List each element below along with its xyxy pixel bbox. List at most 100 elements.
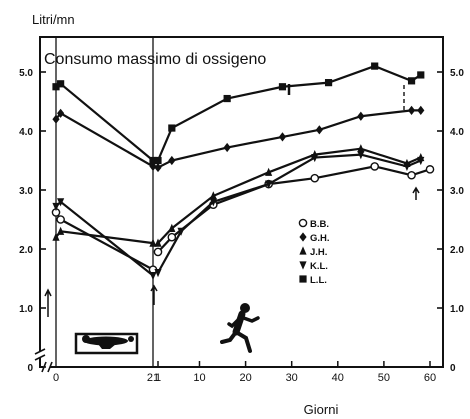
y-tick-label-left: 2.0 <box>19 245 33 256</box>
series-line-training <box>157 165 431 253</box>
data-point <box>278 83 287 91</box>
y-tick-label-right: 5.0 <box>450 68 464 79</box>
data-point <box>177 227 185 236</box>
y-tick-label-left: 5.0 <box>19 68 33 79</box>
data-point <box>52 202 60 212</box>
series-line-bed-rest <box>55 200 154 277</box>
data-point <box>52 114 60 124</box>
legend-item: B.B. <box>298 218 329 230</box>
y-tick-label-right: 3.0 <box>450 186 464 197</box>
bed-rest-icon <box>74 332 139 355</box>
data-point <box>407 77 416 85</box>
phase-separators <box>44 37 420 367</box>
runner-icon <box>220 303 260 353</box>
data-point <box>265 167 273 176</box>
data-point <box>56 215 65 224</box>
data-point <box>311 153 319 163</box>
y-tick-label-left: 3.0 <box>19 186 33 197</box>
series-gh <box>52 105 425 173</box>
arrow-bed-rest <box>150 284 158 305</box>
legend-label: L.L. <box>310 275 327 286</box>
y-tick-label-right: 0 <box>450 363 456 374</box>
data-point <box>57 226 65 235</box>
data-point <box>407 105 416 115</box>
series-line-training <box>157 109 421 169</box>
data-point <box>357 111 365 121</box>
y-ticks-left: 0 1.0 2.0 3.0 4.0 5.0 <box>19 68 46 374</box>
y-tick-label-right: 1.0 <box>450 304 464 315</box>
data-point <box>149 161 157 171</box>
data-point <box>299 275 307 283</box>
data-point <box>310 173 320 183</box>
data-point <box>223 142 231 153</box>
y-axis-label: Litri/mn <box>32 12 75 27</box>
data-point <box>407 170 416 180</box>
x-ticks: 0 211 10 20 30 40 50 60 <box>53 361 436 384</box>
legend-item: L.L. <box>299 275 327 286</box>
series-ll <box>52 62 425 165</box>
legend-label: G.H. <box>310 233 330 244</box>
data-point <box>357 144 365 153</box>
series-line-bed-rest <box>55 82 154 162</box>
y-tick-label-left: 4.0 <box>19 127 33 138</box>
data-point <box>324 79 333 87</box>
data-point <box>167 232 177 242</box>
data-point <box>403 162 411 171</box>
x-tick-label: 60 <box>424 372 436 384</box>
data-point <box>315 125 323 135</box>
data-point <box>57 80 65 88</box>
chart-title: Consumo massimo di ossigeno <box>44 51 266 68</box>
data-point <box>149 238 157 247</box>
data-point <box>425 165 435 174</box>
data-point <box>52 232 60 241</box>
data-point <box>168 124 176 132</box>
data-point <box>299 261 307 270</box>
y-tick-label-left: 0 <box>27 363 33 374</box>
x-tick-label: 1 <box>155 372 161 384</box>
y-tick-label-left: 1.0 <box>19 304 33 315</box>
data-point <box>265 180 273 189</box>
series-kl <box>52 151 425 281</box>
x-tick-label: 0 <box>53 372 59 384</box>
data-point <box>299 246 307 255</box>
data-point <box>417 156 425 166</box>
x-tick-label: 21 <box>147 372 159 384</box>
data-point <box>299 232 307 242</box>
series-bb <box>51 162 435 274</box>
data-point <box>154 162 162 173</box>
legend-item: K.L. <box>299 261 328 272</box>
data-point <box>154 238 162 247</box>
data-point <box>154 269 162 278</box>
data-point <box>57 108 65 118</box>
x-axis-label: Giorni <box>304 402 339 417</box>
data-point <box>417 71 425 79</box>
legend-label: J.H. <box>310 247 327 258</box>
data-point <box>223 94 231 103</box>
series-group <box>51 62 435 281</box>
legend-item: G.H. <box>299 232 330 244</box>
x-tick-label: 20 <box>239 372 251 384</box>
x-tick-label: 30 <box>286 372 298 384</box>
y-tick-label-right: 4.0 <box>450 127 464 138</box>
legend: B.B. G.H. J.H. K.L. L.L. <box>298 218 330 286</box>
data-point <box>417 105 425 115</box>
data-point <box>153 247 163 257</box>
data-point <box>298 218 308 228</box>
data-point <box>278 132 287 142</box>
data-point <box>168 223 176 232</box>
data-point <box>154 156 162 165</box>
x-tick-label: 10 <box>193 372 205 384</box>
data-point <box>149 271 157 281</box>
x-tick-label: 50 <box>378 372 390 384</box>
legend-label: B.B. <box>310 219 329 230</box>
data-point <box>149 156 157 165</box>
arrow-start <box>44 288 52 317</box>
legend-label: K.L. <box>310 261 328 272</box>
data-point <box>52 83 60 91</box>
y-tick-label-right: 2.0 <box>450 245 464 256</box>
x-tick-label: 40 <box>332 372 344 384</box>
data-point <box>209 191 217 200</box>
series-line-training <box>157 153 422 274</box>
arrow-end <box>412 186 420 200</box>
